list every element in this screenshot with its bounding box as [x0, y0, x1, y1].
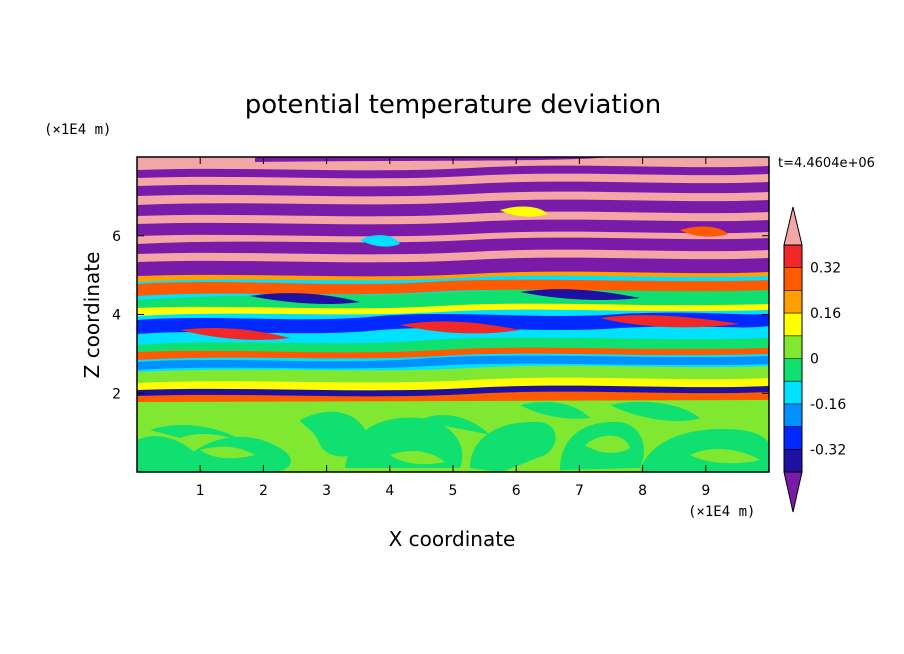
lower-layer [137, 401, 769, 472]
colorbar-label: -0.32 [810, 442, 846, 458]
y-unit-label: (×1E4 m) [44, 122, 111, 138]
x-tick-label: 8 [638, 483, 647, 499]
time-label: t=4.4604e+06 [778, 156, 875, 171]
colorbar-segment [784, 290, 802, 314]
x-tick-label: 3 [322, 483, 331, 499]
y-axis-label: Z coordinate [80, 252, 104, 379]
colorbar-label: 0 [810, 352, 819, 368]
x-axis-label: X coordinate [389, 527, 516, 551]
x-axis-ticks: 1 2 3 4 5 6 7 8 9 [196, 157, 710, 499]
colorbar-segment [784, 313, 802, 336]
mixing-layer [137, 267, 769, 402]
x-tick-label: 9 [701, 483, 710, 499]
colorbar-segment [784, 381, 802, 404]
colorbar-segment [784, 358, 802, 382]
y-tick-label: 4 [112, 308, 121, 324]
colorbar-over-triangle [783, 206, 803, 246]
x-tick-label: 7 [575, 483, 584, 499]
colorbar-label: 0.32 [810, 261, 841, 277]
x-tick-label: 6 [512, 483, 521, 499]
x-tick-label: 4 [385, 483, 394, 499]
upper-layer [137, 157, 769, 277]
colorbar-label: 0.16 [810, 306, 841, 322]
x-tick-label: 2 [259, 483, 268, 499]
colorbar: 0.32 0.16 0 -0.16 -0.32 [783, 206, 846, 513]
colorbar-segment [784, 426, 802, 450]
contour-field [137, 157, 769, 472]
colorbar-segment [784, 449, 802, 472]
y-axis-ticks: 2 4 6 [112, 229, 769, 402]
colorbar-label: -0.16 [810, 397, 846, 413]
colorbar-segment [784, 403, 802, 427]
y-tick-label: 2 [112, 386, 121, 402]
colorbar-segment [784, 335, 802, 359]
x-tick-label: 5 [449, 483, 458, 499]
colorbar-under-triangle [783, 471, 803, 513]
y-tick-label: 6 [112, 229, 121, 245]
x-unit-label: (×1E4 m) [688, 504, 755, 520]
chart-title: potential temperature deviation [245, 90, 661, 120]
colorbar-segment [784, 245, 802, 268]
colorbar-segment [784, 267, 802, 291]
x-tick-label: 1 [196, 483, 205, 499]
